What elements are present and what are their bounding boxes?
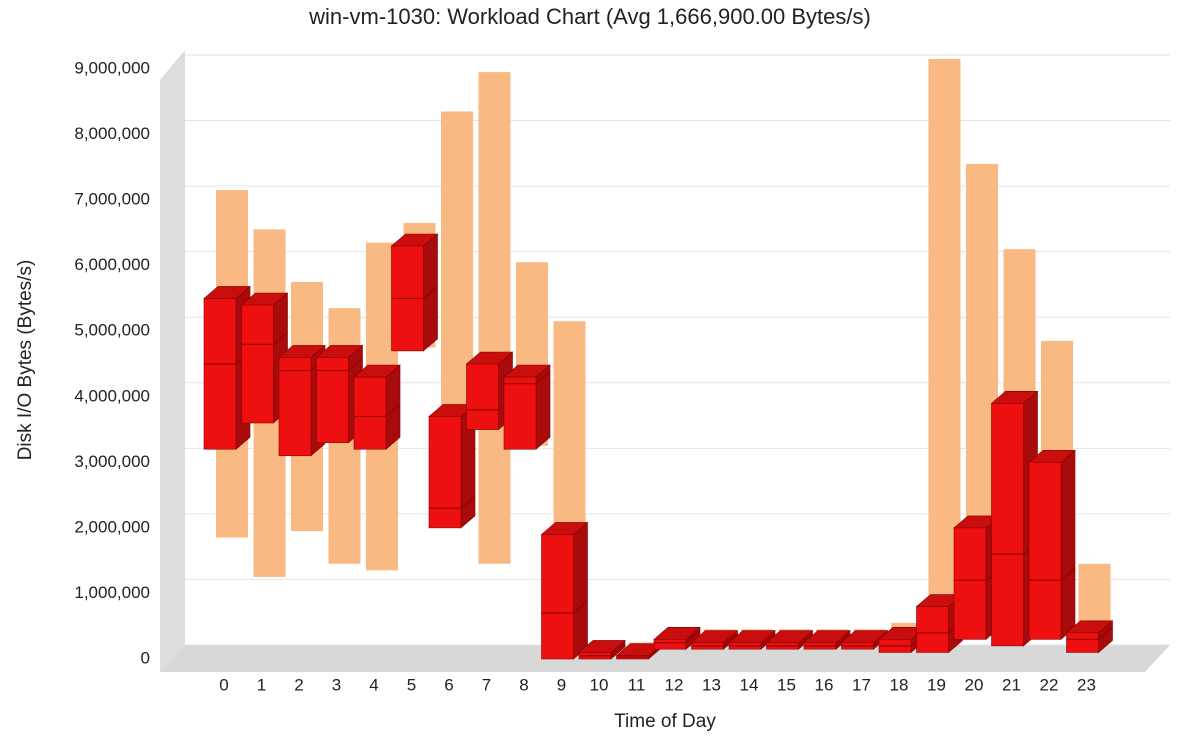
y-tick-label: 4,000,000	[74, 386, 150, 405]
box-side	[385, 364, 401, 450]
x-tick-label: 9	[557, 675, 566, 694]
box	[1028, 462, 1062, 640]
median-line	[429, 495, 476, 509]
y-tick-label: 1,000,000	[74, 583, 150, 602]
marks: 0 1 2 3 4 5 6 7 8 9 10 11 12 13 14 15 16 17 18 19 20 21 22 23	[203, 59, 1114, 694]
x-tick-label: 20	[965, 675, 984, 694]
median-line	[804, 633, 851, 647]
median-line	[354, 403, 401, 418]
box	[991, 403, 1024, 647]
x-tick-label: 11	[628, 675, 646, 694]
box-side	[573, 521, 588, 660]
x-tick-label: 17	[852, 675, 871, 694]
box	[653, 639, 687, 650]
box	[953, 527, 987, 640]
y-tick-label: 2,000,000	[74, 517, 150, 536]
x-tick-label: 6	[444, 675, 453, 694]
range-bar	[478, 72, 511, 564]
x-tick-label: 3	[332, 675, 341, 694]
x-tick-label: 22	[1040, 675, 1059, 694]
y-tick-label: 0	[141, 648, 150, 667]
x-tick-label: 15	[777, 675, 796, 694]
y-axis-label: Disk I/O Bytes (Bytes/s)	[15, 260, 36, 461]
median-line	[316, 358, 363, 372]
median-line	[654, 630, 701, 644]
median-line	[504, 371, 551, 385]
y-tick-label: 7,000,000	[74, 190, 150, 209]
side-wall	[160, 50, 185, 672]
box	[428, 416, 462, 529]
x-tick-label: 13	[702, 675, 721, 694]
box	[353, 376, 387, 450]
x-tick-label: 21	[1002, 675, 1021, 694]
y-tick-label: 8,000,000	[74, 124, 150, 143]
box	[241, 304, 274, 424]
x-tick-label: 1	[257, 675, 266, 694]
y-tick-label: 3,000,000	[74, 452, 150, 471]
y-tick-label: 5,000,000	[74, 321, 150, 340]
box	[203, 298, 237, 450]
box	[1066, 632, 1099, 653]
x-tick-label: 7	[482, 675, 491, 694]
box	[916, 606, 949, 653]
x-tick-label: 5	[407, 675, 416, 694]
median-line	[1066, 626, 1113, 640]
box	[316, 357, 349, 443]
x-tick-label: 12	[665, 675, 684, 694]
x-tick-label: 0	[219, 675, 228, 694]
x-tick-label: 14	[740, 675, 759, 694]
x-tick-label: 4	[369, 675, 378, 694]
box-side	[1060, 449, 1076, 640]
box	[278, 357, 312, 457]
median-line	[729, 633, 776, 647]
x-tick-label: 23	[1077, 675, 1096, 694]
median-line	[691, 633, 738, 647]
chart-title: win-vm-1030: Workload Chart (Avg 1,666,9…	[308, 4, 871, 29]
x-axis-label: Time of Day	[614, 711, 716, 732]
x-tick-label: 18	[890, 675, 909, 694]
box	[466, 363, 499, 430]
x-tick-label: 8	[519, 675, 528, 694]
box	[541, 534, 574, 660]
y-tick-label: 6,000,000	[74, 255, 150, 274]
range-bar	[1078, 563, 1111, 630]
x-tick-label: 19	[927, 675, 946, 694]
x-tick-label: 16	[815, 675, 834, 694]
median-line	[579, 643, 626, 657]
median-line	[1029, 567, 1076, 581]
median-line	[391, 285, 438, 300]
median-line	[241, 331, 288, 345]
median-line	[541, 600, 588, 614]
y-tick-label: 9,000,000	[74, 58, 150, 77]
x-tick-label: 10	[590, 675, 609, 694]
box	[503, 376, 537, 450]
median-line	[766, 633, 813, 647]
x-tick-label: 2	[294, 675, 303, 694]
